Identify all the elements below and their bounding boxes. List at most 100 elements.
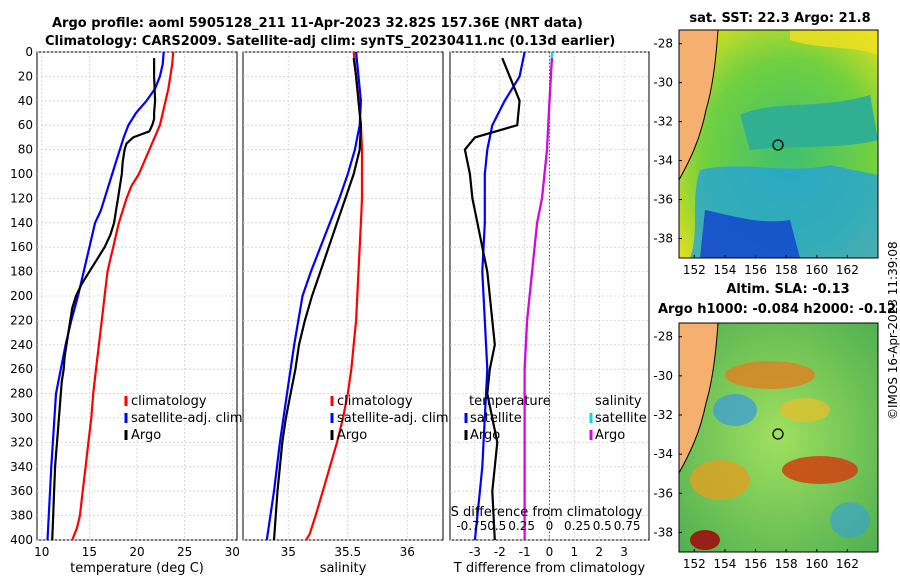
y-tick-label: 200: [10, 289, 33, 303]
legend-label-right: satellite: [595, 411, 647, 426]
sla-low-1: [713, 394, 757, 426]
legend-label-left: satellite: [470, 411, 522, 426]
sla-high-5: [690, 530, 720, 550]
x-tick-label: 1: [571, 545, 579, 559]
sst-map-frame: [678, 29, 879, 259]
map-x-tick-label: 160: [805, 263, 828, 277]
y-tick-label: 340: [10, 460, 33, 474]
x-tick-label: 2: [595, 545, 603, 559]
sst-land: [679, 30, 718, 180]
legend-label: Argo: [337, 428, 367, 443]
map-x-tick-label: 154: [713, 263, 736, 277]
legend-header-temperature: temperature: [469, 394, 551, 409]
y-tick-label: 0: [25, 45, 33, 59]
x-axis-label: salinity: [320, 561, 367, 576]
map-y-tick-label: -34: [653, 154, 673, 168]
legend-label: climatology: [337, 394, 413, 409]
sla-high-1: [725, 361, 815, 389]
y-tick-label: 60: [18, 118, 33, 132]
y-tick-label: 280: [10, 387, 33, 401]
legend-label: Argo: [131, 428, 161, 443]
x-axis-label: T difference from climatology: [453, 561, 646, 576]
y-tick-label: 220: [10, 313, 33, 327]
map-x-tick-label: 156: [744, 557, 767, 571]
top-x-axis-label: S difference from climatology: [451, 505, 643, 520]
map-y-tick-label: -32: [653, 408, 673, 422]
map-x-tick-label: 156: [744, 263, 767, 277]
y-tick-label: 20: [18, 69, 33, 83]
sla-high-3: [782, 456, 858, 484]
map-y-tick-label: -38: [653, 232, 673, 246]
sla-coastline: [678, 322, 719, 474]
y-tick-label: 100: [10, 167, 33, 181]
map-y-tick-label: -38: [653, 525, 673, 539]
legend-header-salinity: salinity: [595, 394, 642, 409]
y-tick-label: 380: [10, 509, 33, 523]
map-x-tick-label: 158: [775, 263, 798, 277]
x-tick-label: 15: [82, 545, 97, 559]
x-tick-label: 30: [225, 545, 240, 559]
map-y-tick-label: -30: [653, 369, 673, 383]
y-tick-label: 180: [10, 265, 33, 279]
sla-high-2: [780, 398, 830, 422]
x-tick-label: 10: [34, 545, 49, 559]
sla-map: [678, 322, 879, 553]
difference-panel: -3 -2 -1 0 1 2 3 T difference from climatology -…: [449, 51, 650, 576]
y-tick-label: 360: [10, 484, 33, 498]
map-x-tick-label: 162: [836, 557, 859, 571]
sst-map-title: sat. SST: 22.3 Argo: 21.8: [689, 11, 870, 26]
copyright-stamp: ©IMOS 16-Apr-2023 11:39:08: [886, 241, 900, 420]
y-tick-label: 160: [10, 240, 33, 254]
series-line-climatology: [71, 51, 175, 541]
map-x-tick-label: 152: [683, 557, 706, 571]
map-y-tick-label: -30: [653, 76, 673, 90]
salinity-panel: 35 35.5 36 salinity climatology satellite-adj…: [242, 51, 449, 576]
sst-yellow-band: [790, 30, 878, 55]
x-tick-label: 36: [400, 545, 415, 559]
x-tick-label: 25: [177, 545, 192, 559]
sla-map-title: Altim. SLA: -0.13: [726, 282, 849, 297]
map-x-tick-label: 154: [713, 557, 736, 571]
y-tick-label: 400: [10, 533, 33, 547]
y-tick-label: 260: [10, 362, 33, 376]
series-line-argo: [51, 58, 157, 541]
x-tick-label: 0: [546, 545, 554, 559]
sst-coastline: [678, 29, 719, 181]
x-tick-label: -3: [469, 545, 481, 559]
sla-argo-marker: [772, 428, 784, 440]
legend-label-right: Argo: [595, 428, 625, 443]
sla-map-subtitle: Argo h1000: -0.084 h2000: -0.12: [658, 302, 896, 317]
series-line-climatology: [305, 51, 364, 541]
y-tick-label: 80: [18, 143, 33, 157]
map-x-tick-label: 162: [836, 263, 859, 277]
top-x-tick-label: 0.25: [564, 519, 591, 533]
top-x-tick-label: 0.5: [487, 519, 506, 533]
x-tick-label: -1: [519, 545, 531, 559]
legend-label: climatology: [131, 394, 207, 409]
sst-argo-marker: [772, 139, 784, 151]
map-y-tick-label: -32: [653, 115, 673, 129]
x-tick-label: -2: [494, 545, 506, 559]
x-tick-label: 35.5: [334, 545, 361, 559]
map-y-tick-label: -36: [653, 193, 673, 207]
y-tick-label: 300: [10, 411, 33, 425]
y-tick-label: 40: [18, 94, 33, 108]
sst-warm-eddy: [740, 95, 878, 150]
legend-label: satellite-adj. clim: [131, 411, 243, 426]
top-x-tick-label: 0.75: [614, 519, 641, 533]
y-tick-label: 120: [10, 191, 33, 205]
x-tick-label: 20: [129, 545, 144, 559]
legend-label: satellite-adj. clim: [337, 411, 449, 426]
top-x-tick-label: -0.75: [456, 519, 487, 533]
y-tick-label: 320: [10, 435, 33, 449]
x-tick-label: 3: [620, 545, 628, 559]
sla-map-frame: [678, 322, 879, 553]
sla-low-2: [830, 502, 870, 538]
sla-land: [679, 323, 718, 473]
series-line-argo: [272, 57, 362, 541]
top-x-tick-label: 0.25: [508, 519, 535, 533]
series-line-s-argo: [523, 58, 554, 540]
map-x-tick-label: 160: [805, 557, 828, 571]
x-axis-label: temperature (deg C): [70, 561, 204, 576]
